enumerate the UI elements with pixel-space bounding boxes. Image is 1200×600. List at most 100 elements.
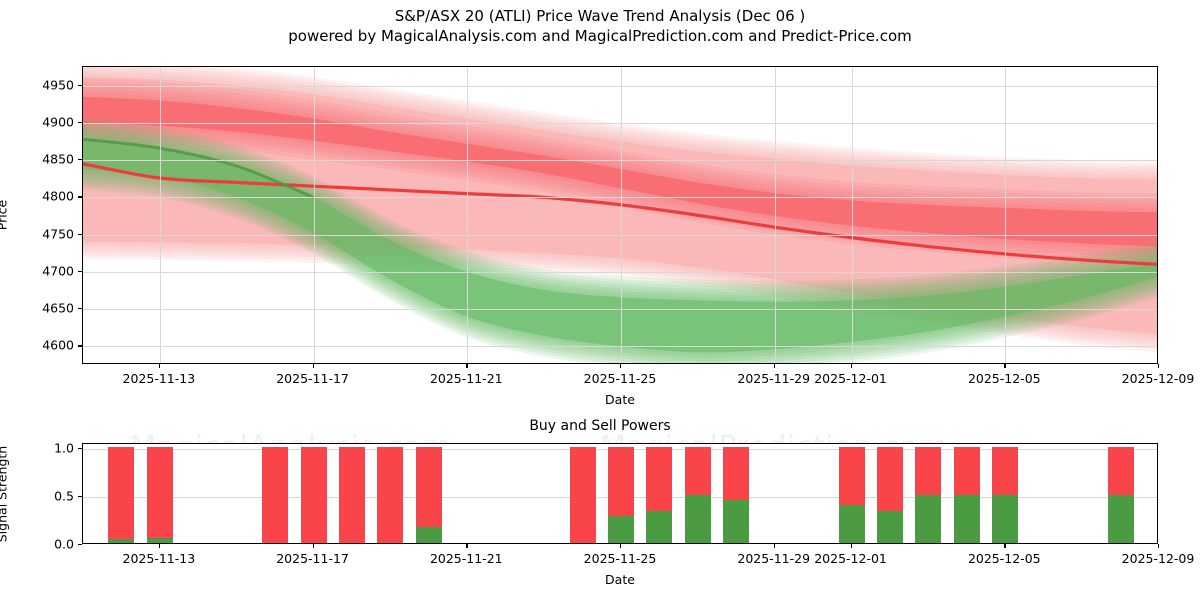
price-wave-plot xyxy=(82,66,1158,364)
signal-bar[interactable] xyxy=(838,444,865,543)
price-tick-label: 4600 xyxy=(42,337,74,353)
chart-title-block: S&P/ASX 20 (ATLI) Price Wave Trend Analy… xyxy=(0,6,1200,46)
signal-bar[interactable] xyxy=(723,444,750,543)
sell-power-segment xyxy=(415,446,442,527)
tick-mark xyxy=(466,544,468,548)
tick-mark xyxy=(78,270,82,273)
tick-mark xyxy=(1004,544,1006,548)
buy-sell-powers-plot xyxy=(82,443,1158,544)
gridline-vertical xyxy=(621,67,622,363)
tick-mark xyxy=(773,544,775,548)
signal-bar[interactable] xyxy=(1107,444,1134,543)
sell-power-segment xyxy=(108,446,135,540)
tick-mark xyxy=(158,544,161,548)
gridline-horizontal xyxy=(83,160,1157,162)
date-tick-label: 2025-11-17 xyxy=(276,371,349,386)
signal-bar[interactable] xyxy=(992,444,1019,543)
gridline-vertical xyxy=(467,67,469,363)
tick-mark xyxy=(158,364,161,368)
date-tick-label: 2025-12-09 xyxy=(1121,551,1195,566)
signal-bar[interactable] xyxy=(262,444,289,543)
tick-mark xyxy=(78,495,82,498)
gridline-horizontal xyxy=(83,85,1157,87)
date-tick-label: 2025-11-25 xyxy=(583,371,657,386)
signal-bar[interactable] xyxy=(339,444,365,543)
buy-power-segment xyxy=(684,494,711,543)
tick-mark xyxy=(78,544,82,546)
chart-title: S&P/ASX 20 (ATLI) Price Wave Trend Analy… xyxy=(394,7,806,25)
signal-bar[interactable] xyxy=(915,444,942,543)
date-tick-label: 2025-11-13 xyxy=(122,551,196,566)
gridline-horizontal xyxy=(83,197,1157,199)
signal-bar[interactable] xyxy=(569,444,596,543)
signal-strength-tick-label: 0.0 xyxy=(54,536,74,552)
signal-bar[interactable] xyxy=(646,444,673,543)
buy-trend-line xyxy=(83,137,315,199)
buy-sell-powers-title: Buy and Sell Powers xyxy=(529,418,671,434)
tick-mark xyxy=(466,364,468,368)
gridline-horizontal xyxy=(83,309,1157,311)
sell-power-segment xyxy=(838,446,865,505)
buy-band xyxy=(83,139,1157,353)
signal-bar[interactable] xyxy=(300,444,327,543)
sell-power-segment xyxy=(953,446,980,495)
buy-power-segment xyxy=(953,494,980,543)
date-tick-label: 2025-11-21 xyxy=(429,371,503,386)
sell-power-segment xyxy=(992,446,1019,495)
date-tick-label: 2025-11-21 xyxy=(429,551,503,566)
tick-mark xyxy=(620,364,622,368)
sell-power-segment xyxy=(377,446,404,543)
signal-bar[interactable] xyxy=(377,444,404,543)
buy-power-segment xyxy=(838,504,865,543)
tick-mark xyxy=(850,544,852,548)
date-tick-label: 2025-12-05 xyxy=(967,551,1041,566)
chart-subtitle: powered by MagicalAnalysis.com and Magic… xyxy=(288,27,912,45)
buy-power-segment xyxy=(877,511,903,543)
date-tick-label: 2025-11-29 xyxy=(737,551,811,566)
tick-mark xyxy=(312,544,314,548)
tick-mark xyxy=(78,308,82,310)
sell-power-segment xyxy=(569,446,596,543)
tick-mark xyxy=(1004,364,1006,368)
buy-power-segment xyxy=(1107,494,1134,543)
sell-power-segment xyxy=(684,446,711,495)
tick-mark xyxy=(773,364,775,368)
gridline-vertical xyxy=(313,67,315,363)
signal-bar[interactable] xyxy=(108,444,135,543)
tick-mark xyxy=(1158,364,1160,368)
tick-mark xyxy=(78,196,82,198)
date-tick-label: 2025-11-29 xyxy=(737,371,811,386)
signal-bar[interactable] xyxy=(146,444,173,543)
gridline-vertical xyxy=(159,67,161,363)
gridline-horizontal xyxy=(83,271,1157,273)
gridline-horizontal xyxy=(83,234,1157,236)
date-tick-label: 2025-12-05 xyxy=(967,371,1041,386)
price-tick-label: 4750 xyxy=(42,226,74,242)
tick-mark xyxy=(78,233,82,235)
tick-mark xyxy=(850,364,852,368)
tick-mark xyxy=(620,544,622,548)
gridline-horizontal xyxy=(83,346,1157,348)
date-tick-label: 2025-11-13 xyxy=(122,371,196,386)
signal-strength-axis-label: Signal Strength xyxy=(0,445,10,542)
signal-bar[interactable] xyxy=(877,444,903,543)
price-tick-label: 4950 xyxy=(42,77,74,93)
signal-bar[interactable] xyxy=(415,444,442,543)
sell-power-segment xyxy=(877,446,903,512)
buy-power-segment xyxy=(415,526,442,543)
buy-power-segment xyxy=(723,499,750,543)
price-tick-label: 4900 xyxy=(42,114,74,130)
signal-strength-tick-label: 0.5 xyxy=(54,488,74,504)
buy-power-segment xyxy=(646,511,673,543)
date-tick-label: 2025-11-17 xyxy=(276,551,349,566)
sell-power-segment xyxy=(146,446,173,539)
signal-bar[interactable] xyxy=(953,444,980,543)
price-tick-label: 4700 xyxy=(42,263,74,279)
sell-power-segment xyxy=(723,446,750,500)
sell-inner-band xyxy=(83,96,1157,247)
date-axis-label-main: Date xyxy=(605,392,635,407)
price-axis-label: Price xyxy=(0,199,10,231)
signal-bar[interactable] xyxy=(684,444,711,543)
signal-bar[interactable] xyxy=(608,444,634,543)
